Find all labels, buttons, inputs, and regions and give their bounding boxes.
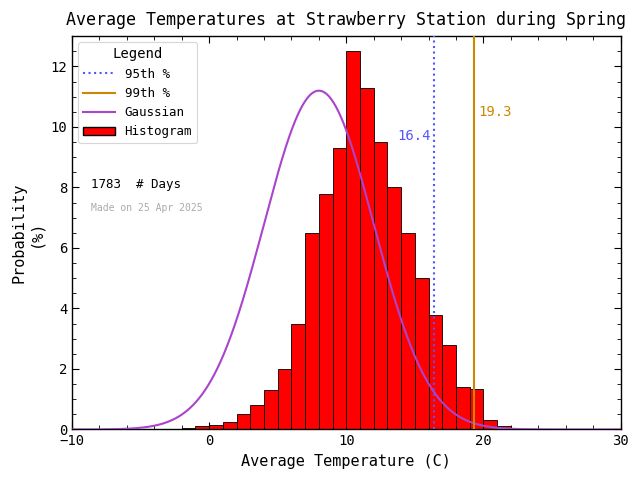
Bar	[223, 422, 237, 430]
Bar	[442, 345, 456, 430]
Bar	[415, 278, 429, 430]
Bar	[305, 233, 319, 430]
Bar	[209, 425, 223, 430]
Bar	[429, 314, 442, 430]
Bar	[250, 405, 264, 430]
Bar	[182, 428, 195, 430]
Bar	[456, 387, 470, 430]
Bar	[333, 148, 346, 430]
Bar	[497, 426, 511, 430]
Bar	[360, 88, 374, 430]
Text: 19.3: 19.3	[478, 105, 511, 119]
Title: Average Temperatures at Strawberry Station during Spring: Average Temperatures at Strawberry Stati…	[67, 11, 627, 29]
Bar	[237, 414, 250, 430]
Text: 16.4: 16.4	[398, 129, 431, 143]
Bar	[470, 389, 483, 430]
Bar	[401, 233, 415, 430]
Bar	[278, 369, 291, 430]
Bar	[195, 426, 209, 430]
Bar	[264, 390, 278, 430]
Bar	[483, 420, 497, 430]
Bar	[346, 51, 360, 430]
Bar	[291, 324, 305, 430]
Bar	[387, 188, 401, 430]
X-axis label: Average Temperature (C): Average Temperature (C)	[241, 454, 451, 469]
Legend: 95th %, 99th %, Gaussian, Histogram: 95th %, 99th %, Gaussian, Histogram	[78, 42, 197, 144]
Y-axis label: Probability
(%): Probability (%)	[11, 183, 44, 283]
Bar	[374, 142, 387, 430]
Text: 1783  # Days: 1783 # Days	[92, 178, 181, 191]
Text: Made on 25 Apr 2025: Made on 25 Apr 2025	[92, 203, 203, 213]
Bar	[319, 193, 333, 430]
